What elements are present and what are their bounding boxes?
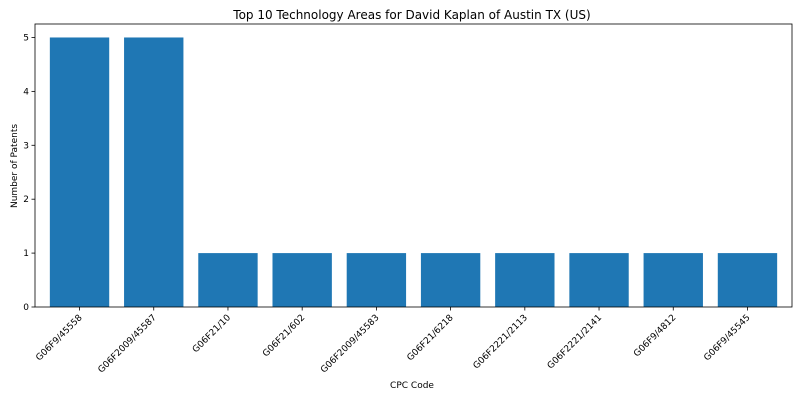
x-tick-label: G06F2009/45587 [97, 313, 159, 375]
bars-group [50, 37, 777, 307]
y-tick-label: 0 [23, 303, 29, 313]
bar-G06F9/45558 [50, 37, 109, 307]
bar-G06F2009/45587 [124, 37, 183, 307]
bar-G06F9/4812 [644, 253, 703, 307]
y-tick-label: 3 [23, 141, 29, 151]
y-tick-label: 2 [23, 195, 29, 205]
bar-G06F21/6218 [421, 253, 480, 307]
chart-title: Top 10 Technology Areas for David Kaplan… [232, 8, 590, 22]
x-tick-label: G06F2221/2141 [546, 313, 604, 371]
x-axis-ticks: G06F9/45558 G06F2009/45587 G06F21/10 G06F21… [34, 307, 752, 375]
bar-G06F2221/2141 [569, 253, 628, 307]
x-tick-label: G06F21/602 [261, 313, 307, 359]
y-axis-ticks: 0 1 2 3 4 5 [23, 33, 35, 313]
x-tick-label: G06F2221/2113 [472, 313, 530, 371]
x-tick-label: G06F21/6218 [406, 313, 456, 363]
y-axis-label: Number of Patents [10, 124, 20, 208]
bar-G06F2009/45583 [347, 253, 406, 307]
y-tick-label: 4 [23, 87, 29, 97]
x-tick-label: G06F9/45545 [702, 313, 752, 363]
x-tick-label: G06F21/10 [191, 313, 233, 355]
bar-G06F21/602 [272, 253, 331, 307]
x-tick-label: G06F9/45558 [34, 313, 84, 363]
x-tick-label: G06F2009/45583 [319, 313, 381, 375]
x-axis-label: CPC Code [390, 381, 434, 391]
y-tick-label: 1 [23, 249, 29, 259]
bar-G06F2221/2113 [495, 253, 554, 307]
bar-G06F9/45545 [718, 253, 777, 307]
x-tick-label: G06F9/4812 [632, 313, 678, 359]
y-tick-label: 5 [23, 33, 29, 43]
bar-G06F21/10 [198, 253, 257, 307]
